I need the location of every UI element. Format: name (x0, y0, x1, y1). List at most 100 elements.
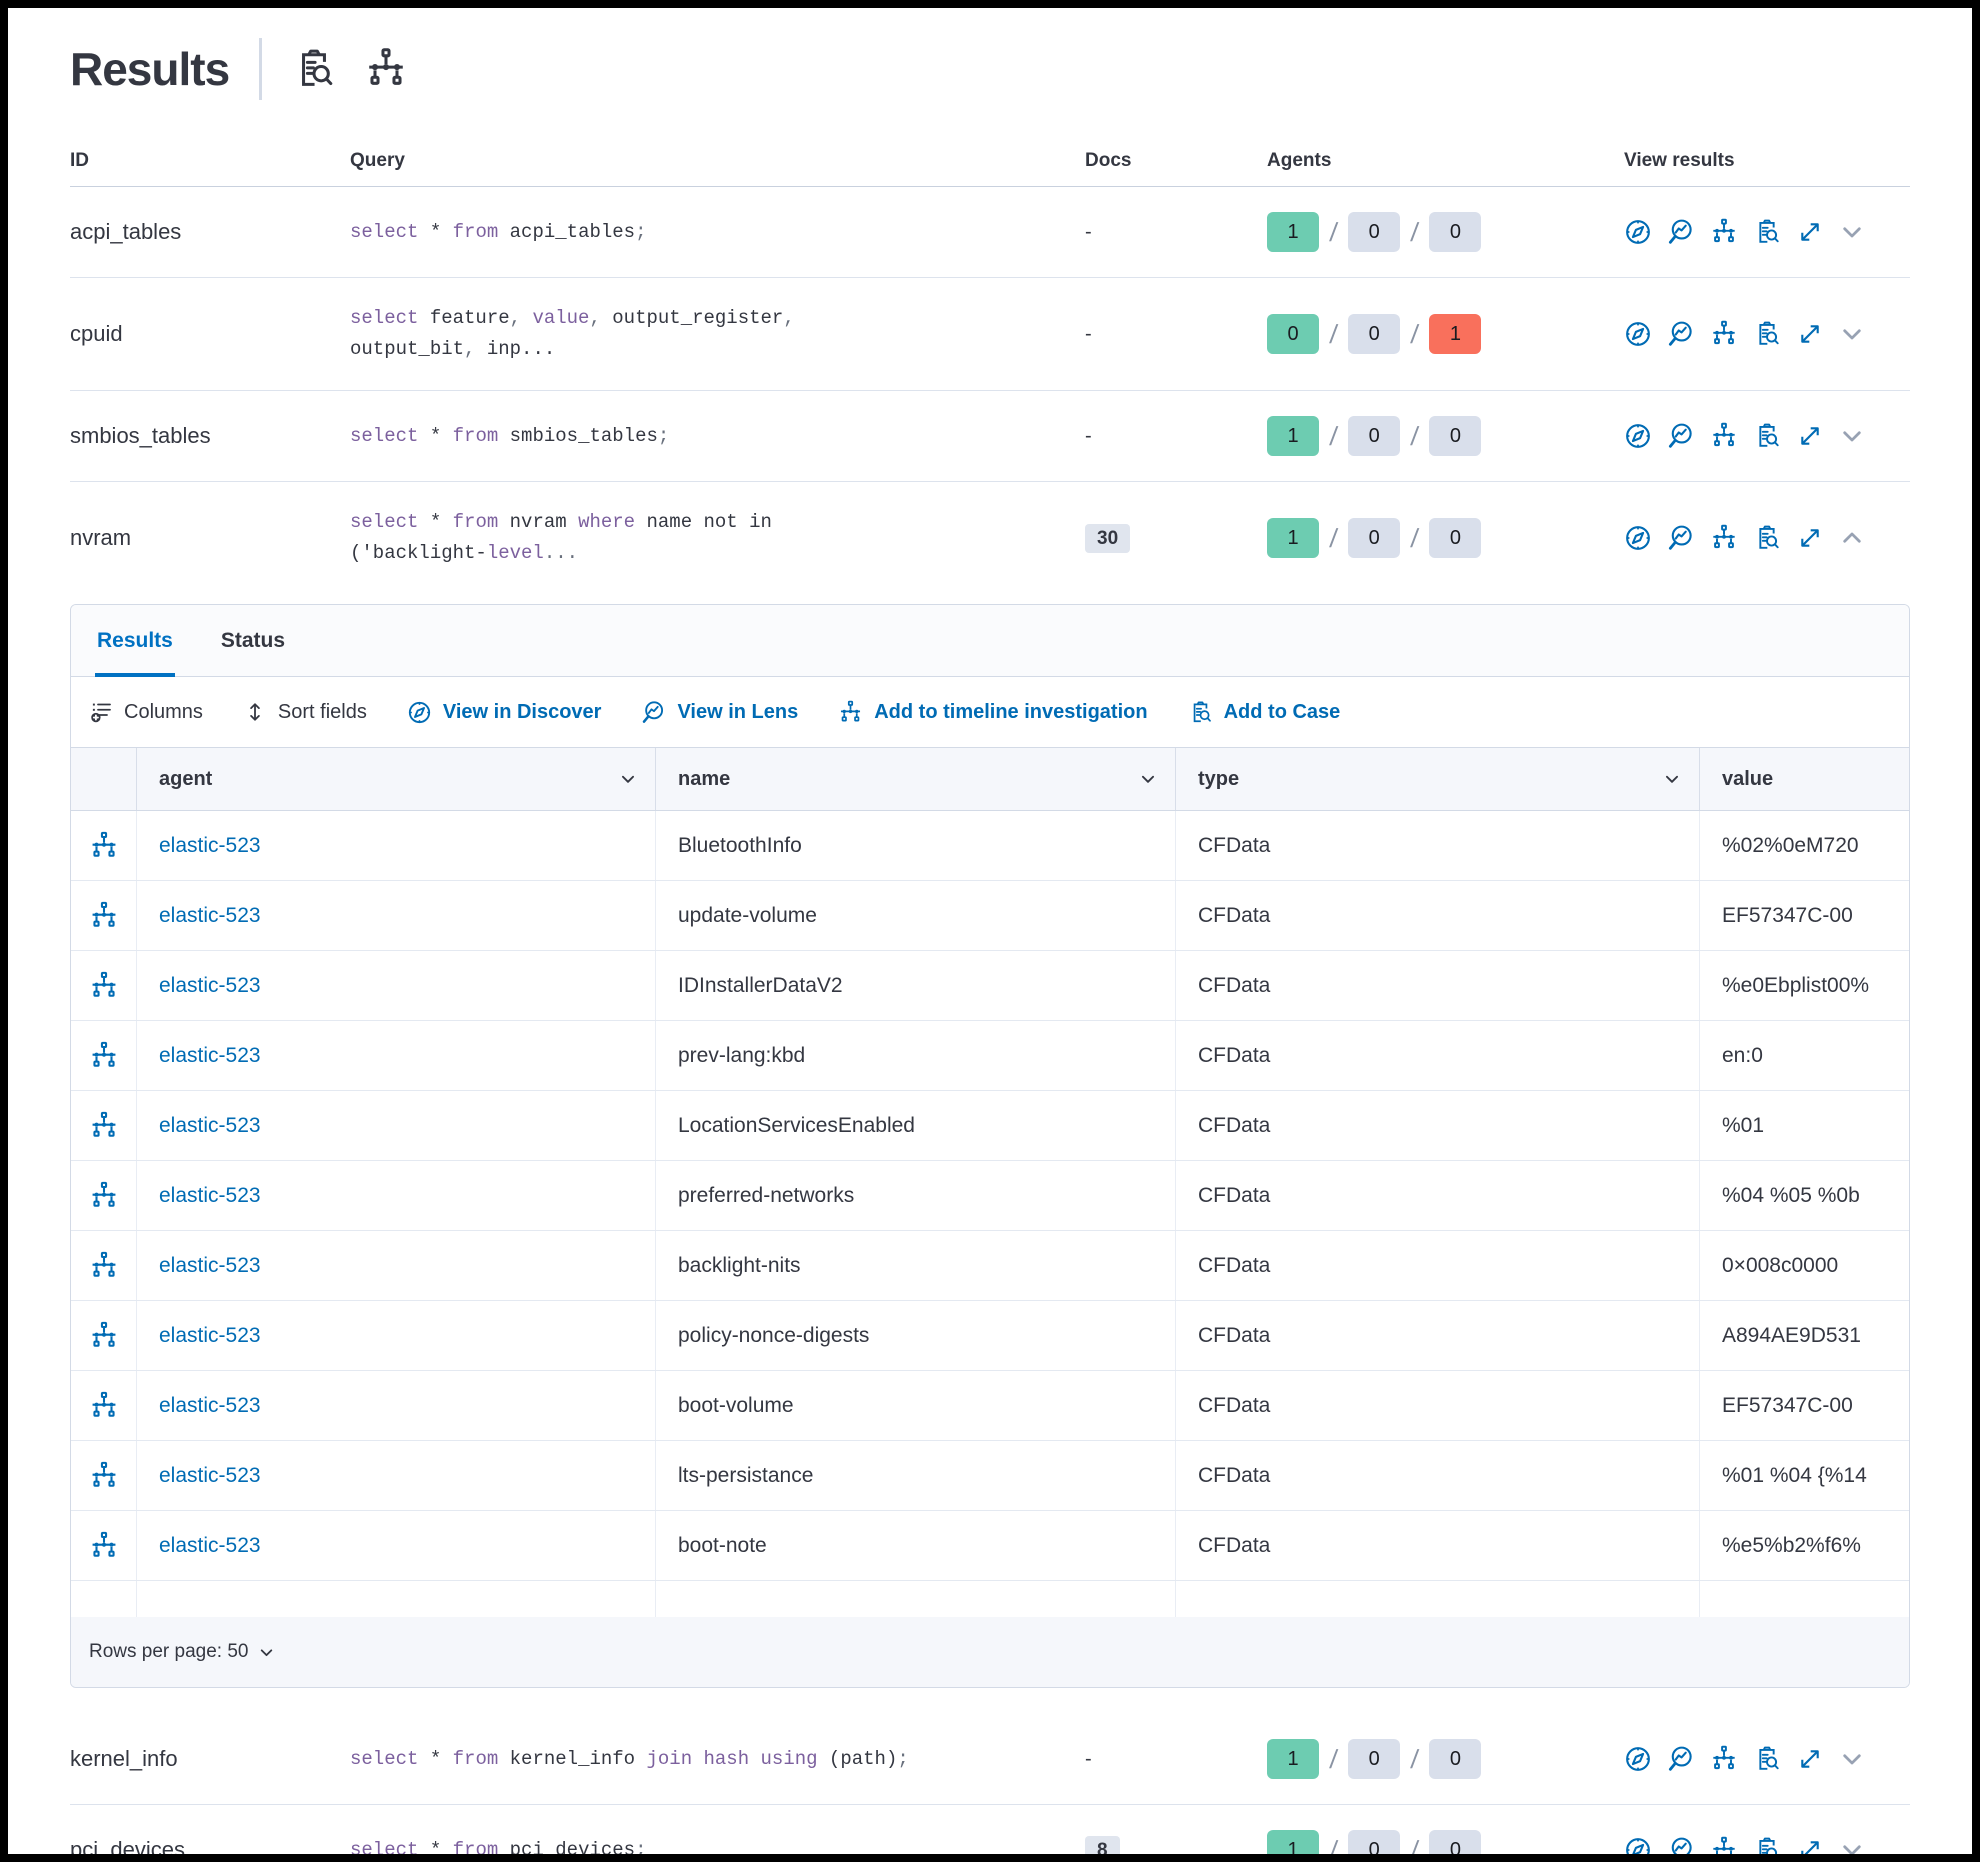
chevron-down-icon (258, 1644, 275, 1661)
sort-fields-button[interactable]: Sort fields (243, 700, 367, 724)
view-in-lens-button[interactable] (1667, 422, 1695, 450)
cell-agent-link[interactable]: elastic-523 (159, 1393, 261, 1417)
expand-row-button[interactable] (1839, 1746, 1865, 1772)
case-icon (1753, 1745, 1781, 1773)
add-row-to-timeline-button[interactable] (89, 1391, 119, 1421)
cell-value: %01 %04 {%14 (1722, 1463, 1867, 1487)
rows-per-page-button[interactable]: Rows per page: 50 (89, 1641, 275, 1663)
view-fullscreen-button[interactable] (1796, 524, 1824, 552)
view-in-lens-button[interactable] (1667, 218, 1695, 246)
add-to-case-button[interactable] (1753, 320, 1781, 348)
chevron-down-icon[interactable] (1663, 770, 1681, 788)
query-id: acpi_tables (70, 219, 182, 244)
view-in-discover-button[interactable]: View in Discover (407, 700, 601, 725)
view-results-cell (1624, 1811, 1910, 1862)
add-to-timeline-button[interactable] (1710, 218, 1738, 246)
view-in-discover-button[interactable] (1624, 422, 1652, 450)
expand-row-button[interactable] (1839, 1837, 1865, 1862)
chevron-icon (1839, 321, 1865, 347)
add-to-timeline-button[interactable] (1710, 524, 1738, 552)
add-row-to-timeline-button[interactable] (89, 1531, 119, 1561)
expand-row-button[interactable] (1839, 423, 1865, 449)
grid-header-name[interactable]: name (656, 748, 1176, 810)
cell-agent-link[interactable]: elastic-523 (159, 903, 261, 927)
expand-row-button[interactable] (1839, 321, 1865, 347)
timeline-icon (838, 700, 863, 725)
view-in-discover-button[interactable] (1624, 218, 1652, 246)
sql-text: ... (543, 542, 579, 564)
view-in-discover-button[interactable] (1624, 1745, 1652, 1773)
cell-agent-link[interactable]: elastic-523 (159, 1183, 261, 1207)
tab-results[interactable]: Results (95, 605, 175, 677)
view-in-lens-button[interactable] (1667, 320, 1695, 348)
add-row-to-timeline-button[interactable] (89, 971, 119, 1001)
view-in-discover-button[interactable] (1624, 524, 1652, 552)
add-to-case-button[interactable] (1753, 1836, 1781, 1862)
add-to-case-button[interactable] (1753, 524, 1781, 552)
cell-agent-link[interactable]: elastic-523 (159, 1113, 261, 1137)
cell-name: BluetoothInfo (656, 811, 1176, 880)
cell-agent-link[interactable]: elastic-523 (159, 1253, 261, 1277)
inspect-results-button[interactable] (292, 47, 336, 91)
cell-agent-link[interactable]: elastic-523 (159, 1323, 261, 1347)
cell-agent-link[interactable]: elastic-523 (159, 1463, 261, 1487)
view-in-lens-label: View in Lens (677, 700, 799, 723)
sort-fields-label: Sort fields (277, 700, 367, 723)
add-row-to-timeline-button[interactable] (89, 901, 119, 931)
docs-cell: - (1085, 400, 1267, 473)
expand-row-button[interactable] (1839, 219, 1865, 245)
cell-agent-link[interactable]: elastic-523 (159, 1043, 261, 1067)
view-fullscreen-button[interactable] (1796, 218, 1824, 246)
grid-header-agent[interactable]: agent (137, 748, 656, 810)
timeline-icon (89, 1321, 119, 1351)
add-row-to-timeline-button[interactable] (89, 1041, 119, 1071)
add-row-to-timeline-button[interactable] (89, 1181, 119, 1211)
chevron-down-icon[interactable] (619, 770, 637, 788)
tab-status[interactable]: Status (219, 605, 287, 676)
add-to-timeline-button[interactable] (1710, 320, 1738, 348)
agents-cell: 1 / 0 / 0 (1267, 1714, 1624, 1804)
add-to-timeline-button[interactable]: Add to timeline investigation (838, 700, 1148, 725)
view-fullscreen-button[interactable] (1796, 320, 1824, 348)
agent-count-badge-green: 1 (1267, 1739, 1319, 1779)
columns-button[interactable]: Columns (89, 700, 203, 724)
docs-cell: - (1085, 196, 1267, 269)
add-row-to-timeline-button[interactable] (89, 1461, 119, 1491)
view-fullscreen-button[interactable] (1796, 1745, 1824, 1773)
view-in-discover-button[interactable] (1624, 320, 1652, 348)
view-in-lens-button[interactable] (1667, 1745, 1695, 1773)
sql-text: acpi_tables (498, 220, 636, 243)
add-row-to-timeline-button[interactable] (89, 831, 119, 861)
agent-count-badge-gray: 0 (1348, 1830, 1401, 1854)
agent-count-badge-gray: 0 (1348, 314, 1401, 354)
view-in-lens-button[interactable] (1667, 524, 1695, 552)
add-to-case-button[interactable] (1753, 1745, 1781, 1773)
agent-count-badge-green: 1 (1267, 212, 1319, 252)
add-to-case-button[interactable] (1753, 218, 1781, 246)
chevron-down-icon[interactable] (1139, 770, 1157, 788)
view-in-lens-button[interactable]: View in Lens (641, 700, 798, 725)
add-to-case-button[interactable]: Add to Case (1188, 700, 1340, 725)
open-timeline-button[interactable] (364, 47, 408, 91)
add-row-to-timeline-button[interactable] (89, 1111, 119, 1141)
add-row-to-timeline-button[interactable] (89, 1251, 119, 1281)
cell-value: %01 (1722, 1113, 1765, 1137)
add-row-to-timeline-button[interactable] (89, 1321, 119, 1351)
add-to-timeline-button[interactable] (1710, 1836, 1738, 1862)
cell-agent-link[interactable]: elastic-523 (159, 1533, 261, 1557)
view-in-lens-button[interactable] (1667, 1836, 1695, 1862)
add-to-case-button[interactable] (1753, 422, 1781, 450)
cell-agent-link[interactable]: elastic-523 (159, 973, 261, 997)
view-fullscreen-button[interactable] (1796, 422, 1824, 450)
grid-header-value[interactable]: value (1700, 748, 1909, 810)
add-to-timeline-button[interactable] (1710, 422, 1738, 450)
result-row: elastic-523 lts-persistance CFData %01 %… (71, 1441, 1909, 1511)
view-in-discover-button[interactable] (1624, 1836, 1652, 1862)
grid-header-type[interactable]: type (1176, 748, 1700, 810)
add-to-timeline-button[interactable] (1710, 1745, 1738, 1773)
lens-icon (1667, 320, 1695, 348)
view-fullscreen-button[interactable] (1796, 1836, 1824, 1862)
cell-agent-link[interactable]: elastic-523 (159, 833, 261, 857)
expand-row-button[interactable] (1839, 525, 1865, 551)
